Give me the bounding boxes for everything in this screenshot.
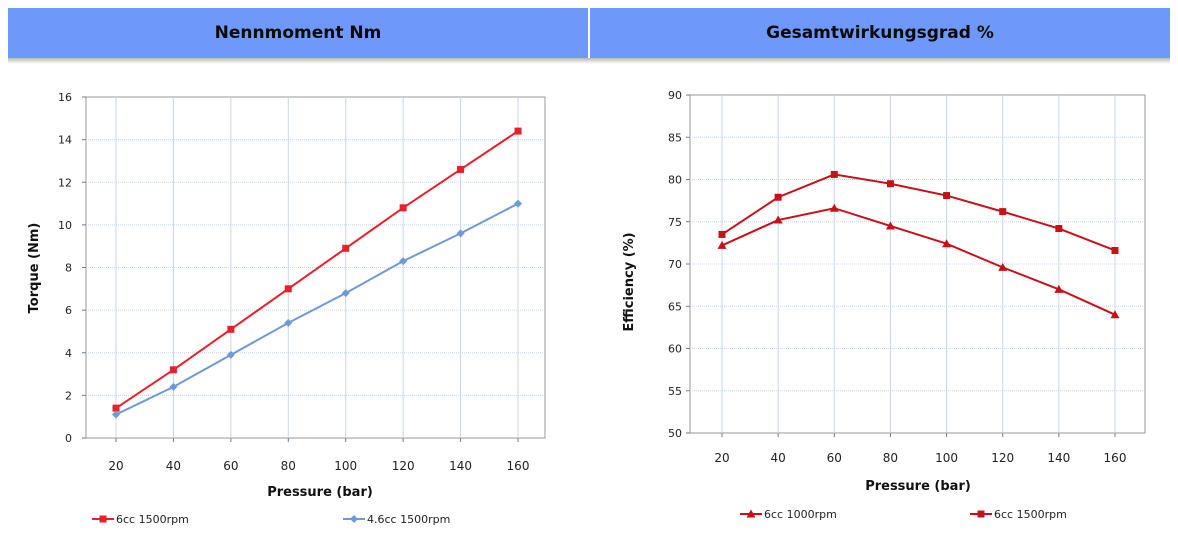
y-tick-label: 0 bbox=[65, 432, 72, 445]
data-point bbox=[456, 229, 465, 238]
legend-label: 6cc 1500rpm bbox=[116, 513, 189, 526]
data-point bbox=[169, 382, 178, 391]
series-line bbox=[115, 130, 519, 409]
y-tick-label: 8 bbox=[65, 262, 72, 275]
y-tick-label: 16 bbox=[58, 91, 72, 104]
data-point bbox=[457, 165, 465, 173]
x-tick-label: 40 bbox=[166, 459, 181, 473]
header-bar: Nennmoment Nm Gesamtwirkungsgrad % bbox=[8, 8, 1170, 58]
x-tick-label: 60 bbox=[223, 459, 238, 473]
data-point bbox=[514, 127, 522, 135]
legend-marker bbox=[99, 515, 107, 523]
data-point bbox=[284, 318, 293, 327]
data-point bbox=[399, 204, 407, 212]
data-point bbox=[514, 199, 522, 208]
data-point bbox=[112, 404, 120, 412]
data-point bbox=[399, 257, 408, 266]
x-tick-label: 120 bbox=[392, 459, 415, 473]
data-point bbox=[112, 410, 120, 419]
x-axis-label: Pressure (bar) bbox=[267, 485, 373, 500]
left-chart-title: Nennmoment Nm bbox=[8, 8, 588, 58]
y-tick-label: 12 bbox=[58, 176, 72, 189]
x-tick-label: 80 bbox=[281, 459, 296, 473]
x-tick-label: 20 bbox=[108, 459, 123, 473]
x-tick-label: 140 bbox=[449, 459, 472, 473]
data-point bbox=[342, 244, 350, 252]
data-point bbox=[226, 350, 235, 359]
series-line bbox=[115, 202, 519, 416]
y-tick-label: 14 bbox=[58, 134, 72, 147]
right-chart-title: Gesamtwirkungsgrad % bbox=[590, 8, 1170, 58]
y-tick-label: 6 bbox=[65, 304, 72, 317]
legend-marker bbox=[350, 515, 358, 523]
y-tick-label: 10 bbox=[58, 219, 72, 232]
y-tick-label: 2 bbox=[65, 389, 72, 402]
data-point bbox=[227, 325, 235, 333]
data-point bbox=[341, 289, 350, 298]
header-shadow bbox=[8, 58, 1170, 64]
data-point bbox=[169, 366, 177, 374]
data-point bbox=[284, 285, 292, 293]
x-tick-label: 160 bbox=[507, 459, 530, 473]
legend-label: 4.6cc 1500rpm bbox=[367, 513, 450, 526]
y-axis-label: Torque (Nm) bbox=[27, 223, 42, 314]
x-tick-label: 100 bbox=[334, 459, 357, 473]
y-tick-label: 4 bbox=[65, 347, 72, 360]
